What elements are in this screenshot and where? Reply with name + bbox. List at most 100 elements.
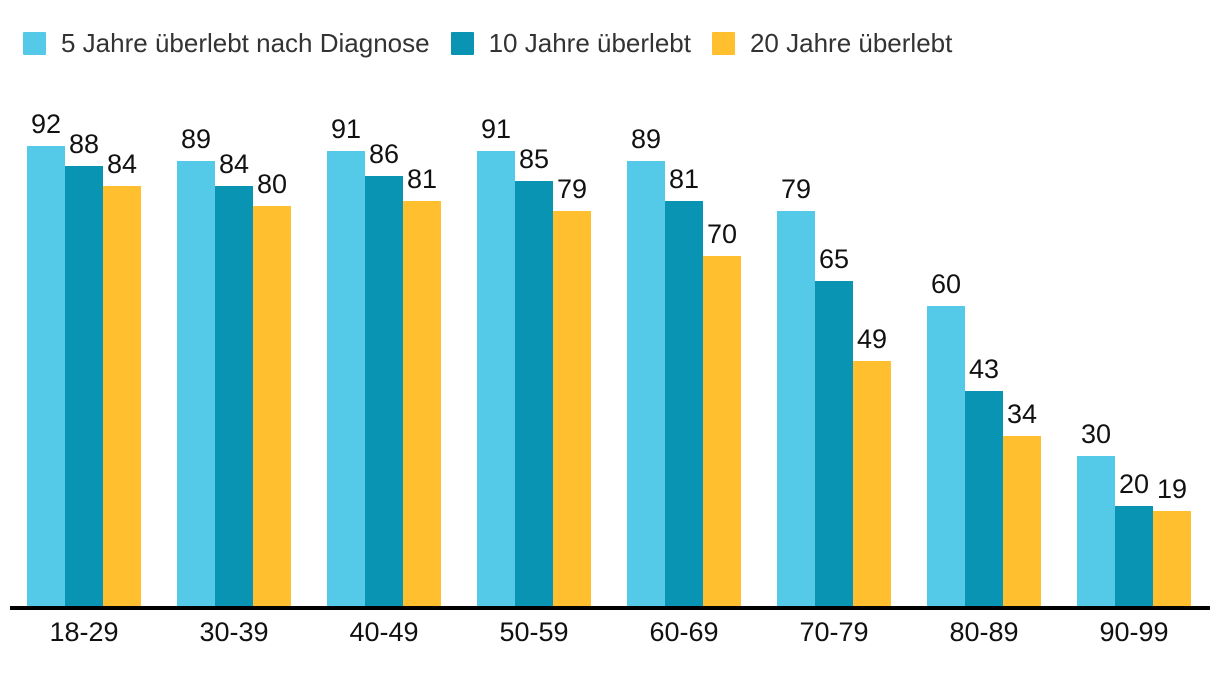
bar-value-label: 89 — [630, 124, 662, 154]
bar-column: 81 — [403, 166, 441, 606]
bar-group-90-99: 30 20 19 — [1077, 421, 1191, 606]
legend-label: 20 Jahre überlebt — [749, 28, 953, 58]
bar-value-label: 34 — [1006, 399, 1038, 429]
bar — [665, 201, 703, 606]
bar-group-70-79: 79 65 49 — [777, 176, 891, 606]
legend-item: 5 Jahre überlebt nach Diagnose — [23, 30, 430, 56]
x-axis-label: 30-39 — [199, 617, 269, 647]
bar-value-label: 43 — [968, 354, 1000, 384]
bar — [515, 181, 553, 606]
bar — [703, 256, 741, 606]
bar-column: 60 — [927, 271, 965, 606]
bar-column: 92 — [27, 111, 65, 606]
legend-swatch — [450, 31, 474, 55]
bar-value-label: 81 — [668, 164, 700, 194]
bar-value-label: 60 — [930, 269, 962, 299]
bar — [815, 281, 853, 606]
bar — [215, 186, 253, 606]
bar-value-label: 89 — [180, 124, 212, 154]
bar-value-label: 91 — [330, 114, 362, 144]
legend-label: 10 Jahre überlebt — [488, 28, 691, 58]
legend-item: 10 Jahre überlebt — [450, 28, 691, 58]
bar — [365, 176, 403, 606]
x-axis-label: 90-99 — [1099, 617, 1169, 647]
x-axis-label: 50-59 — [499, 617, 569, 647]
bar-value-label: 20 — [1118, 469, 1150, 499]
x-axis-label: 40-49 — [349, 617, 419, 647]
bar-group-30-39: 89 84 80 — [177, 126, 291, 606]
bar — [253, 206, 291, 606]
bar-value-label: 91 — [480, 114, 512, 144]
x-axis-label: 70-79 — [799, 617, 869, 647]
bar-column: 84 — [215, 151, 253, 606]
bar-value-label: 79 — [780, 174, 812, 204]
bar-column: 81 — [665, 166, 703, 606]
bar-column: 20 — [1115, 471, 1153, 606]
bar-column: 43 — [965, 356, 1003, 606]
bar — [1115, 506, 1153, 606]
bar — [327, 151, 365, 606]
bar-group-80-89: 60 43 34 — [927, 271, 1041, 606]
bar-column: 91 — [477, 116, 515, 606]
legend-item: 20 Jahre überlebt — [711, 28, 953, 58]
bar-column: 79 — [777, 176, 815, 606]
bar — [65, 166, 103, 606]
x-axis-label: 18-29 — [49, 617, 119, 647]
bar-column: 86 — [365, 141, 403, 606]
bar — [965, 391, 1003, 606]
bar — [403, 201, 441, 606]
bar — [553, 211, 591, 606]
bar-column: 89 — [177, 126, 215, 606]
bar — [777, 211, 815, 606]
bar-group-50-59: 91 85 79 — [477, 116, 591, 606]
bar — [477, 151, 515, 606]
bar-column: 49 — [853, 326, 891, 606]
bar-column: 89 — [627, 126, 665, 606]
bar-column: 91 — [327, 116, 365, 606]
bar-value-label: 92 — [30, 109, 62, 139]
bar — [1003, 436, 1041, 606]
x-axis-label: 60-69 — [649, 617, 719, 647]
bar-value-label: 85 — [518, 144, 550, 174]
bar-group-40-49: 91 86 81 — [327, 116, 441, 606]
x-axis-line — [10, 606, 1210, 610]
legend-swatch — [23, 31, 46, 55]
bar-value-label: 30 — [1080, 419, 1112, 449]
bar — [103, 186, 141, 606]
bar-group-18-29: 92 88 84 — [27, 111, 141, 606]
bar-column: 65 — [815, 246, 853, 606]
bar — [27, 146, 65, 606]
bar-column: 84 — [103, 151, 141, 606]
bar-value-label: 49 — [856, 324, 888, 354]
bar-value-label: 84 — [106, 149, 138, 179]
bar-column: 34 — [1003, 401, 1041, 606]
bar-column: 30 — [1077, 421, 1115, 606]
bar-column: 80 — [253, 171, 291, 606]
bar-value-label: 19 — [1156, 474, 1188, 504]
bar-value-label: 70 — [706, 219, 738, 249]
bar-column: 70 — [703, 221, 741, 606]
bar-column: 85 — [515, 146, 553, 606]
bar — [1077, 456, 1115, 606]
bar-column: 79 — [553, 176, 591, 606]
bar — [627, 161, 665, 606]
legend-label: 5 Jahre überlebt nach Diagnose — [61, 28, 430, 58]
x-axis-label: 80-89 — [949, 617, 1019, 647]
bar-value-label: 86 — [368, 139, 400, 169]
bar-group-60-69: 89 81 70 — [627, 126, 741, 606]
bar — [1153, 511, 1191, 606]
bar-column: 19 — [1153, 476, 1191, 606]
bar-column: 88 — [65, 131, 103, 606]
bar — [927, 306, 965, 606]
bar — [177, 161, 215, 606]
bar-value-label: 79 — [556, 174, 588, 204]
bar-value-label: 84 — [218, 149, 250, 179]
bar-value-label: 80 — [256, 169, 288, 199]
legend-swatch — [711, 31, 735, 55]
bar-value-label: 81 — [406, 164, 438, 194]
legend: 5 Jahre überlebt nach Diagnose 10 Jahre ü… — [23, 30, 952, 56]
bar-value-label: 88 — [68, 129, 100, 159]
bar — [853, 361, 891, 606]
bar-value-label: 65 — [818, 244, 850, 274]
